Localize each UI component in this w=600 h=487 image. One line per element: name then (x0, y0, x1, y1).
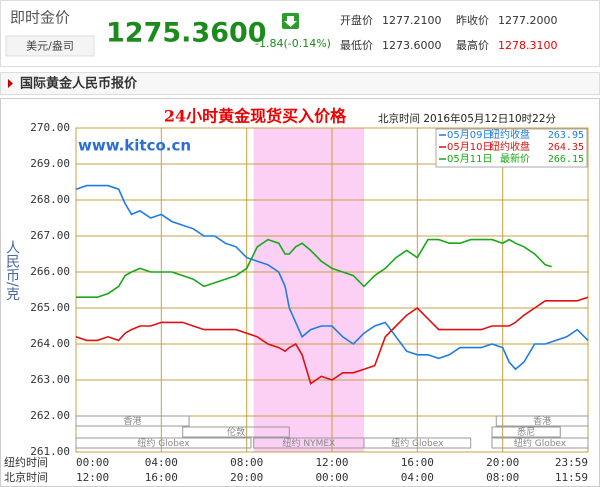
down-arrow (284, 16, 297, 27)
x2-tick-label: 00:00 (315, 471, 348, 484)
session-box (182, 426, 290, 438)
y-tick-label: 262.00 (30, 409, 70, 422)
x2-tick-label: 20:00 (230, 471, 263, 484)
series-line (76, 238, 552, 298)
session-box (491, 426, 561, 438)
quote-label: 开盘价 (340, 13, 373, 27)
y-tick-label: 269.00 (30, 157, 70, 170)
x2-tick-label: 08:00 (486, 471, 519, 484)
legend-value: 266.15 (548, 154, 584, 165)
tab-marker (8, 79, 13, 88)
legend-note: 纽约收盘 (490, 128, 530, 141)
session-label: 纽约 Globex (391, 437, 444, 449)
quote-value: 1277.2000 (498, 14, 558, 27)
x-tick-label: 20:00 (486, 456, 519, 469)
y-tick-label: 268.00 (30, 193, 70, 206)
header-panel (0, 0, 600, 67)
x2-axis-label: 北京时间 (4, 470, 48, 484)
legend-box (435, 128, 588, 168)
y-tick-label: 266.00 (30, 265, 70, 278)
unit: 美元/盎司 (26, 39, 74, 53)
session-box (495, 415, 589, 427)
y-tick-label: 263.00 (30, 373, 70, 386)
legend-note: 最新价 (500, 152, 530, 165)
chart-subtitle: 北京时间 2016年05月12日10时22分 (378, 112, 557, 125)
session-box (491, 437, 589, 449)
quote-value: 1273.6000 (382, 39, 442, 52)
legend-name: 05月11日 (447, 153, 492, 165)
session-label: 纽约 NYMEX (282, 437, 335, 449)
chart: 261.00 262.00 263.00 264.00 265.00 266.00 267.… (4, 107, 589, 484)
x-axis-label: 纽约时间 (4, 455, 48, 469)
session-box (75, 415, 190, 427)
legend-name: 05月10日 (447, 141, 492, 153)
session-label: 香港 (533, 415, 551, 427)
quote-label: 最低价 (340, 39, 373, 52)
y-tick-label: 264.00 (30, 337, 70, 350)
unit-box (5, 35, 95, 57)
legend-value: 263.95 (548, 130, 584, 141)
tab-title[interactable]: 国际黄金人民币报价 (20, 76, 138, 92)
legend-note: 纽约收盘 (490, 140, 530, 153)
x2-tick-label: 11:59 (555, 471, 588, 484)
y-tick-label: 267.00 (30, 229, 70, 242)
x2-tick-label: 04:00 (401, 471, 434, 484)
session-label: 纽约 Globex (137, 437, 190, 449)
y-axis-label: 人民币/克 (4, 240, 20, 302)
x2-tick-label: 16:00 (145, 471, 178, 484)
quote-value: 1277.2100 (382, 14, 442, 27)
x-tick-label: 16:00 (401, 456, 434, 469)
quotes: 开盘价 1277.2100 昨收价 1277.2000 最低价 1273.6000 最高价 1… (340, 13, 558, 52)
session-box (363, 437, 472, 449)
change: -1.84(-0.14%) (255, 37, 331, 50)
x-tick-label: 04:00 (145, 456, 178, 469)
session-highlight (253, 128, 364, 452)
price: 1275.3600 (106, 18, 267, 49)
header-title: 即时金价 (10, 9, 70, 27)
x-tick-label: 12:00 (315, 456, 348, 469)
x-tick-label: 00:00 (76, 456, 109, 469)
y-tick-label: 265.00 (30, 301, 70, 314)
quote-label: 昨收价 (456, 13, 489, 27)
y-tick-label: 270.00 (30, 121, 70, 134)
quote-value: 1278.3100 (498, 39, 558, 52)
x2-tick-label: 12:00 (76, 471, 109, 484)
series-line (75, 184, 589, 371)
session-label: 香港 (124, 415, 142, 427)
quote-label: 最高价 (456, 38, 489, 52)
legend-name: 05月09日 (447, 129, 492, 141)
session-label: 伦敦 (227, 426, 245, 438)
watermark: www.kitco.cn (78, 137, 191, 155)
session-label: 纽约 Globex (514, 437, 567, 449)
chart-title: 24小时黄金现货买入价格 (164, 107, 347, 126)
x-tick-label: 08:00 (230, 456, 263, 469)
series-line (75, 296, 589, 385)
legend-value: 264.35 (548, 142, 584, 153)
x-tick-label: 23:59 (555, 456, 588, 469)
y-tick-label: 261.00 (30, 445, 70, 458)
session-box (75, 437, 252, 449)
session-label: 悉尼 (517, 426, 535, 438)
